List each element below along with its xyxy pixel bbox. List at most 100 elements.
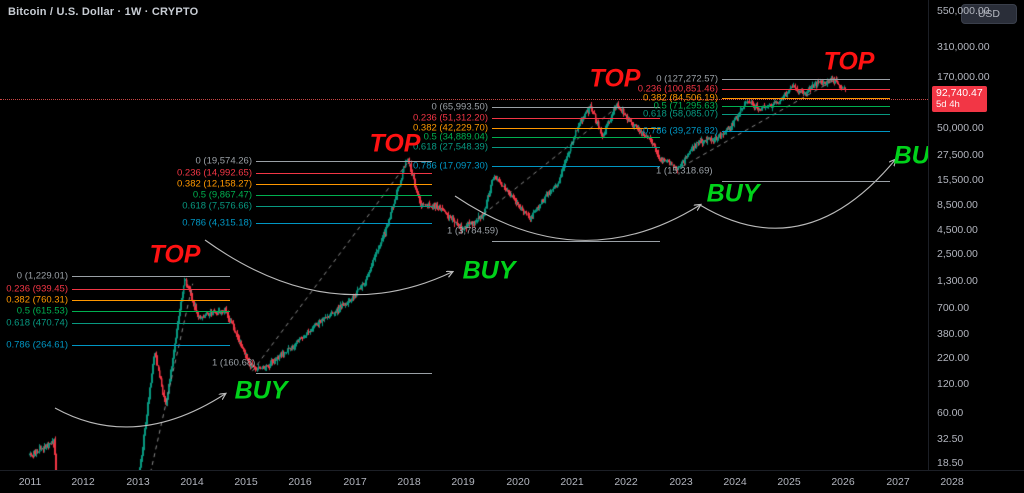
fib-level-label: 0 (19,574.26) xyxy=(195,155,252,167)
time-tick: 2011 xyxy=(18,476,42,488)
fib-level-line[interactable] xyxy=(72,323,230,324)
last-price-line xyxy=(0,99,928,100)
fib-level-label: 0.786 (4,315.18) xyxy=(182,217,252,229)
time-tick: 2028 xyxy=(940,476,964,488)
fib-base-label: 1 (15,318.69) xyxy=(656,165,713,177)
price-tick: 32.50 xyxy=(937,433,964,445)
fib-level-label: 0.236 (100,851.46) xyxy=(637,83,718,95)
fib-level-line[interactable] xyxy=(722,89,890,90)
fib-level-line[interactable] xyxy=(256,161,432,162)
price-tick: 4,500.00 xyxy=(937,224,978,236)
fib-level-line[interactable] xyxy=(256,195,432,196)
fib-level-label: 0.618 (7,576.66) xyxy=(182,200,252,212)
fib-level-line[interactable] xyxy=(722,181,890,182)
fib-level-label: 0.786 (264.61) xyxy=(6,339,68,351)
price-tick: 170,000.00 xyxy=(937,71,990,83)
fib-level-line[interactable] xyxy=(256,173,432,174)
last-price-tag[interactable]: 92,740.47 5d 4h xyxy=(932,86,987,112)
fib-level-line[interactable] xyxy=(72,300,230,301)
fib-level-line[interactable] xyxy=(492,118,660,119)
time-tick: 2018 xyxy=(397,476,421,488)
fib-level-label: 0.382 (42,229.70) xyxy=(412,122,488,134)
fib-level-line[interactable] xyxy=(72,311,230,312)
currency-badge[interactable]: USD xyxy=(960,4,1017,24)
time-tick: 2016 xyxy=(288,476,312,488)
fib-level-label: 0.786 (39,276.82) xyxy=(642,125,718,137)
fib-level-line[interactable] xyxy=(72,276,230,277)
price-tick: 380.00 xyxy=(937,328,970,340)
last-price-value: 92,740.47 xyxy=(936,87,983,99)
fib-level-label: 0.382 (84,506.19) xyxy=(642,92,718,104)
time-tick: 2021 xyxy=(560,476,584,488)
price-axis[interactable]: USD 550,000.00 310,000.00 170,000.00 50,000… xyxy=(928,0,1024,470)
annotation-buy-2[interactable]: BUY xyxy=(462,256,516,285)
fib-level-label: 0 (65,993.50) xyxy=(431,101,488,113)
fib-level-line[interactable] xyxy=(722,114,890,115)
time-tick: 2014 xyxy=(180,476,204,488)
annotation-buy-1[interactable]: BUY xyxy=(234,376,288,405)
time-tick: 2027 xyxy=(886,476,910,488)
fib-level-label: 0.618 (27,548.39) xyxy=(412,141,488,153)
fib-level-label: 0 (1,229.01) xyxy=(16,270,68,282)
fib-level-label: 0 (127,272.57) xyxy=(656,73,718,85)
annotation-top-4[interactable]: TOP xyxy=(823,47,875,76)
time-tick: 2024 xyxy=(723,476,747,488)
fib-level-label: 0.786 (17,097.30) xyxy=(412,160,488,172)
time-tick: 2015 xyxy=(234,476,258,488)
fib-level-label: 0.236 (51,312.20) xyxy=(412,112,488,124)
fib-level-line[interactable] xyxy=(256,373,432,374)
fib-level-line[interactable] xyxy=(492,137,660,138)
annotation-buy-3[interactable]: BUY xyxy=(706,179,760,208)
price-tick: 60.00 xyxy=(937,407,964,419)
fib-level-line[interactable] xyxy=(722,98,890,99)
fib-level-line[interactable] xyxy=(256,206,432,207)
fib-level-label: 0.236 (14,992.65) xyxy=(176,167,252,179)
fib-level-line[interactable] xyxy=(492,147,660,148)
time-tick: 2025 xyxy=(777,476,801,488)
time-tick: 2013 xyxy=(126,476,150,488)
time-tick: 2019 xyxy=(451,476,475,488)
fib-level-label: 0.5 (71,295.63) xyxy=(653,100,718,112)
fib-level-line[interactable] xyxy=(256,223,432,224)
fib-base-label: 1 (160.68) xyxy=(212,357,256,369)
fib-level-line[interactable] xyxy=(72,289,230,290)
price-tick: 15,500.00 xyxy=(937,174,984,186)
fib-level-line[interactable] xyxy=(492,107,660,108)
price-tick: 1,300.00 xyxy=(937,275,978,287)
fib-level-line[interactable] xyxy=(492,241,660,242)
fib-level-line[interactable] xyxy=(722,106,890,107)
fib-level-label: 0.618 (470.74) xyxy=(6,317,68,329)
fib-level-label: 0.5 (615.53) xyxy=(16,305,68,317)
price-tick: 550,000.00 xyxy=(937,5,990,17)
chart-plot-area[interactable]: 0 (1,229.01) 0.236 (939.45) 0.382 (760.31)… xyxy=(0,0,928,470)
price-tick: 2,500.00 xyxy=(937,248,978,260)
time-tick: 2022 xyxy=(614,476,638,488)
fib-level-line[interactable] xyxy=(722,79,890,80)
fib-level-line[interactable] xyxy=(492,128,660,129)
price-tick: 310,000.00 xyxy=(937,41,990,53)
time-tick: 2026 xyxy=(831,476,855,488)
annotation-top-3[interactable]: TOP xyxy=(589,64,641,93)
fib-level-line[interactable] xyxy=(72,345,230,346)
time-tick: 2012 xyxy=(71,476,95,488)
fib-level-label: 0.5 (34,889.04) xyxy=(423,131,488,143)
annotation-top-2[interactable]: TOP xyxy=(369,129,421,158)
price-tick: 18.50 xyxy=(937,457,964,469)
fib-level-line[interactable] xyxy=(722,131,890,132)
price-tick: 220.00 xyxy=(937,352,970,364)
fib-base-label: 1 (3,784.59) xyxy=(447,225,499,237)
fib-level-line[interactable] xyxy=(492,166,660,167)
time-axis[interactable]: 2011 2012 2013 2014 2015 2016 2017 2018 2019 2020… xyxy=(0,470,1024,493)
price-tick: 8,500.00 xyxy=(937,199,978,211)
time-tick: 2020 xyxy=(506,476,530,488)
price-tick: 120.00 xyxy=(937,378,970,390)
time-tick: 2017 xyxy=(343,476,367,488)
fib-level-line[interactable] xyxy=(256,184,432,185)
annotation-buy-4[interactable]: BUY xyxy=(893,141,928,170)
fib-level-label: 0.382 (12,158.27) xyxy=(176,178,252,190)
annotation-top-1[interactable]: TOP xyxy=(149,240,201,269)
fib-level-label: 0.5 (9,867.47) xyxy=(192,189,252,201)
fib-level-label: 0.618 (58,085.07) xyxy=(642,108,718,120)
bar-countdown: 5d 4h xyxy=(936,99,960,110)
